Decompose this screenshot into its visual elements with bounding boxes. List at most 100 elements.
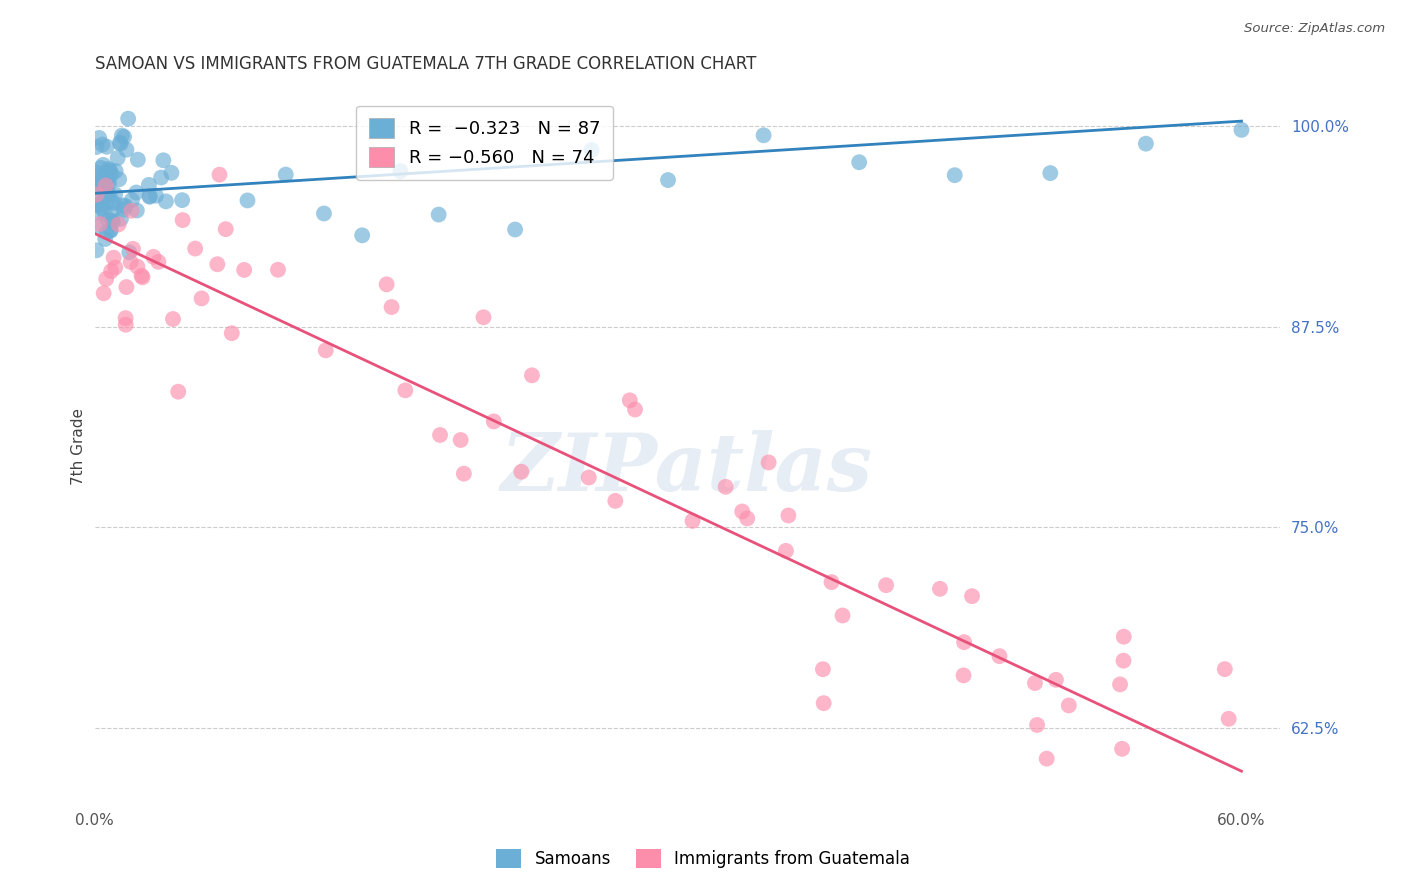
Point: [97, 188, 120, 202]
Point: [90, 195, 112, 210]
Point: [96, 176, 118, 190]
Point: [94, 182, 117, 196]
Point: [503, 222, 526, 236]
Point: [89, 217, 111, 231]
Point: [581, 143, 603, 157]
Point: [89, 175, 111, 189]
Point: [731, 504, 754, 518]
Point: [100, 223, 122, 237]
Point: [101, 214, 124, 228]
Point: [155, 194, 177, 209]
Point: [605, 494, 627, 508]
Point: [162, 312, 184, 326]
Point: [453, 467, 475, 481]
Point: [472, 310, 495, 325]
Point: [1026, 718, 1049, 732]
Point: [943, 168, 966, 182]
Point: [1112, 630, 1135, 644]
Point: [315, 343, 337, 358]
Point: [103, 251, 125, 265]
Point: [111, 198, 134, 212]
Point: [624, 402, 647, 417]
Legend: Samoans, Immigrants from Guatemala: Samoans, Immigrants from Guatemala: [489, 843, 917, 875]
Point: [94, 186, 117, 200]
Point: [114, 199, 136, 213]
Point: [86, 186, 108, 200]
Point: [929, 582, 952, 596]
Point: [114, 311, 136, 326]
Point: [131, 268, 153, 283]
Point: [98, 187, 121, 202]
Point: [90, 172, 112, 186]
Point: [86, 187, 108, 202]
Point: [714, 480, 737, 494]
Point: [94, 207, 117, 221]
Point: [138, 190, 160, 204]
Point: [207, 257, 229, 271]
Point: [125, 186, 148, 200]
Point: [115, 280, 138, 294]
Point: [142, 250, 165, 264]
Point: [86, 166, 108, 180]
Point: [1218, 712, 1240, 726]
Point: [236, 194, 259, 208]
Point: [172, 213, 194, 227]
Point: [91, 181, 114, 195]
Point: [752, 128, 775, 143]
Point: [111, 128, 134, 143]
Point: [875, 578, 897, 592]
Point: [108, 172, 131, 186]
Point: [208, 168, 231, 182]
Point: [221, 326, 243, 341]
Point: [108, 136, 131, 150]
Point: [1024, 676, 1046, 690]
Point: [91, 137, 114, 152]
Point: [104, 187, 127, 202]
Point: [120, 203, 142, 218]
Point: [267, 262, 290, 277]
Point: [988, 649, 1011, 664]
Point: [110, 211, 132, 226]
Point: [1112, 654, 1135, 668]
Point: [121, 193, 143, 207]
Point: [450, 433, 472, 447]
Point: [103, 196, 125, 211]
Point: [1045, 673, 1067, 687]
Point: [127, 153, 149, 167]
Point: [352, 228, 374, 243]
Point: [87, 205, 110, 219]
Point: [150, 170, 173, 185]
Point: [104, 164, 127, 178]
Y-axis label: 7th Grade: 7th Grade: [72, 409, 86, 485]
Point: [100, 194, 122, 209]
Point: [100, 167, 122, 181]
Point: [91, 201, 114, 215]
Point: [758, 455, 780, 469]
Point: [96, 194, 118, 209]
Point: [107, 218, 129, 232]
Point: [120, 255, 142, 269]
Legend: R =  −0.323   N = 87, R = −0.560   N = 74: R = −0.323 N = 87, R = −0.560 N = 74: [357, 105, 613, 180]
Point: [90, 161, 112, 175]
Point: [520, 368, 543, 383]
Point: [89, 131, 111, 145]
Point: [1111, 741, 1133, 756]
Point: [86, 140, 108, 154]
Point: [94, 232, 117, 246]
Point: [112, 130, 135, 145]
Point: [960, 589, 983, 603]
Point: [167, 384, 190, 399]
Point: [93, 286, 115, 301]
Point: [91, 158, 114, 172]
Point: [427, 208, 450, 222]
Point: [375, 277, 398, 292]
Point: [778, 508, 800, 523]
Point: [312, 206, 335, 220]
Point: [1057, 698, 1080, 713]
Point: [775, 544, 797, 558]
Point: [953, 635, 976, 649]
Point: [97, 161, 120, 176]
Point: [510, 465, 533, 479]
Point: [93, 174, 115, 188]
Text: Source: ZipAtlas.com: Source: ZipAtlas.com: [1244, 22, 1385, 36]
